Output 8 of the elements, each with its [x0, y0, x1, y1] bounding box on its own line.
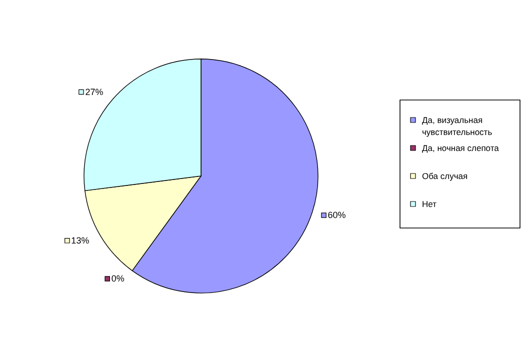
- legend-label: Да, ночная слепота: [422, 143, 500, 153]
- data-label: 13%: [71, 236, 90, 246]
- data-label: 60%: [328, 210, 346, 220]
- legend-label: Нет: [422, 199, 437, 209]
- text: 0%: [111, 274, 124, 284]
- legend-label: Да, визуальная чувствительность: [422, 115, 493, 137]
- data-label: 27%: [85, 87, 104, 98]
- legend-label: Оба случая: [422, 171, 468, 181]
